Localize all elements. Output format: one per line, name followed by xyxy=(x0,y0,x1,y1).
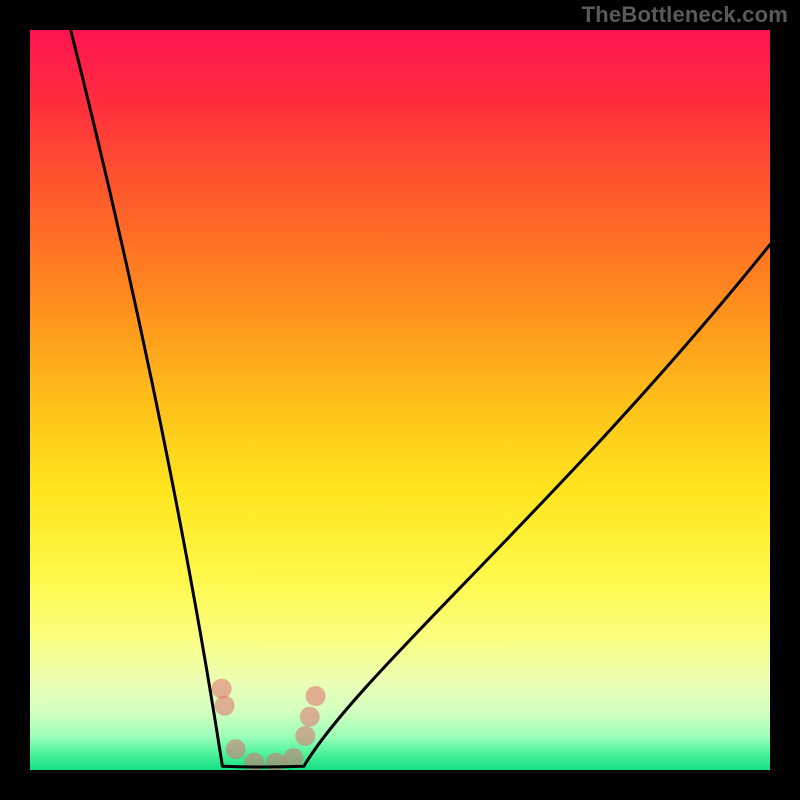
curve-marker xyxy=(212,679,232,699)
curve-marker xyxy=(226,739,246,759)
watermark-text: TheBottleneck.com xyxy=(582,2,788,28)
chart-outer-frame: TheBottleneck.com xyxy=(0,0,800,800)
curve-marker xyxy=(306,686,326,706)
curve-marker xyxy=(295,726,315,746)
bottleneck-curve-plot xyxy=(30,30,770,770)
curve-marker xyxy=(300,707,320,727)
curve-marker xyxy=(215,696,235,716)
heat-gradient-background xyxy=(30,30,770,770)
